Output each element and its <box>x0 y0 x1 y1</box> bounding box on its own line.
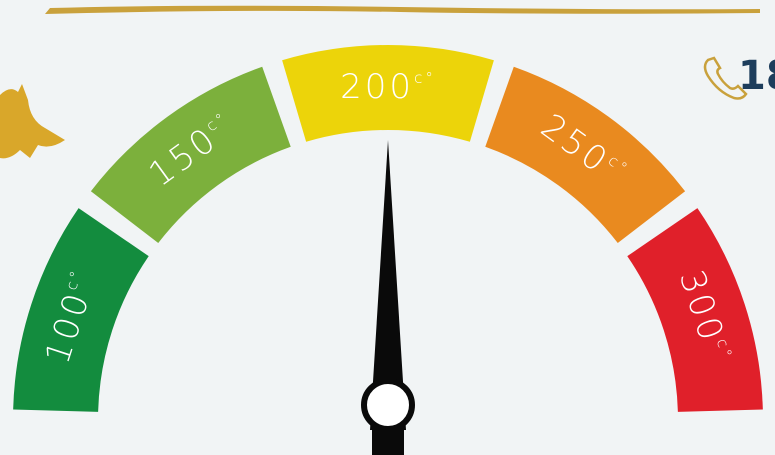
needle-hub <box>364 381 412 429</box>
segment-value: 200 <box>340 67 414 107</box>
phone-number: 18 <box>738 53 775 99</box>
gauge-graphic: 100c°150c°200c°250c°300c° 18 <box>0 0 775 455</box>
segment-unit: c° <box>414 69 436 87</box>
